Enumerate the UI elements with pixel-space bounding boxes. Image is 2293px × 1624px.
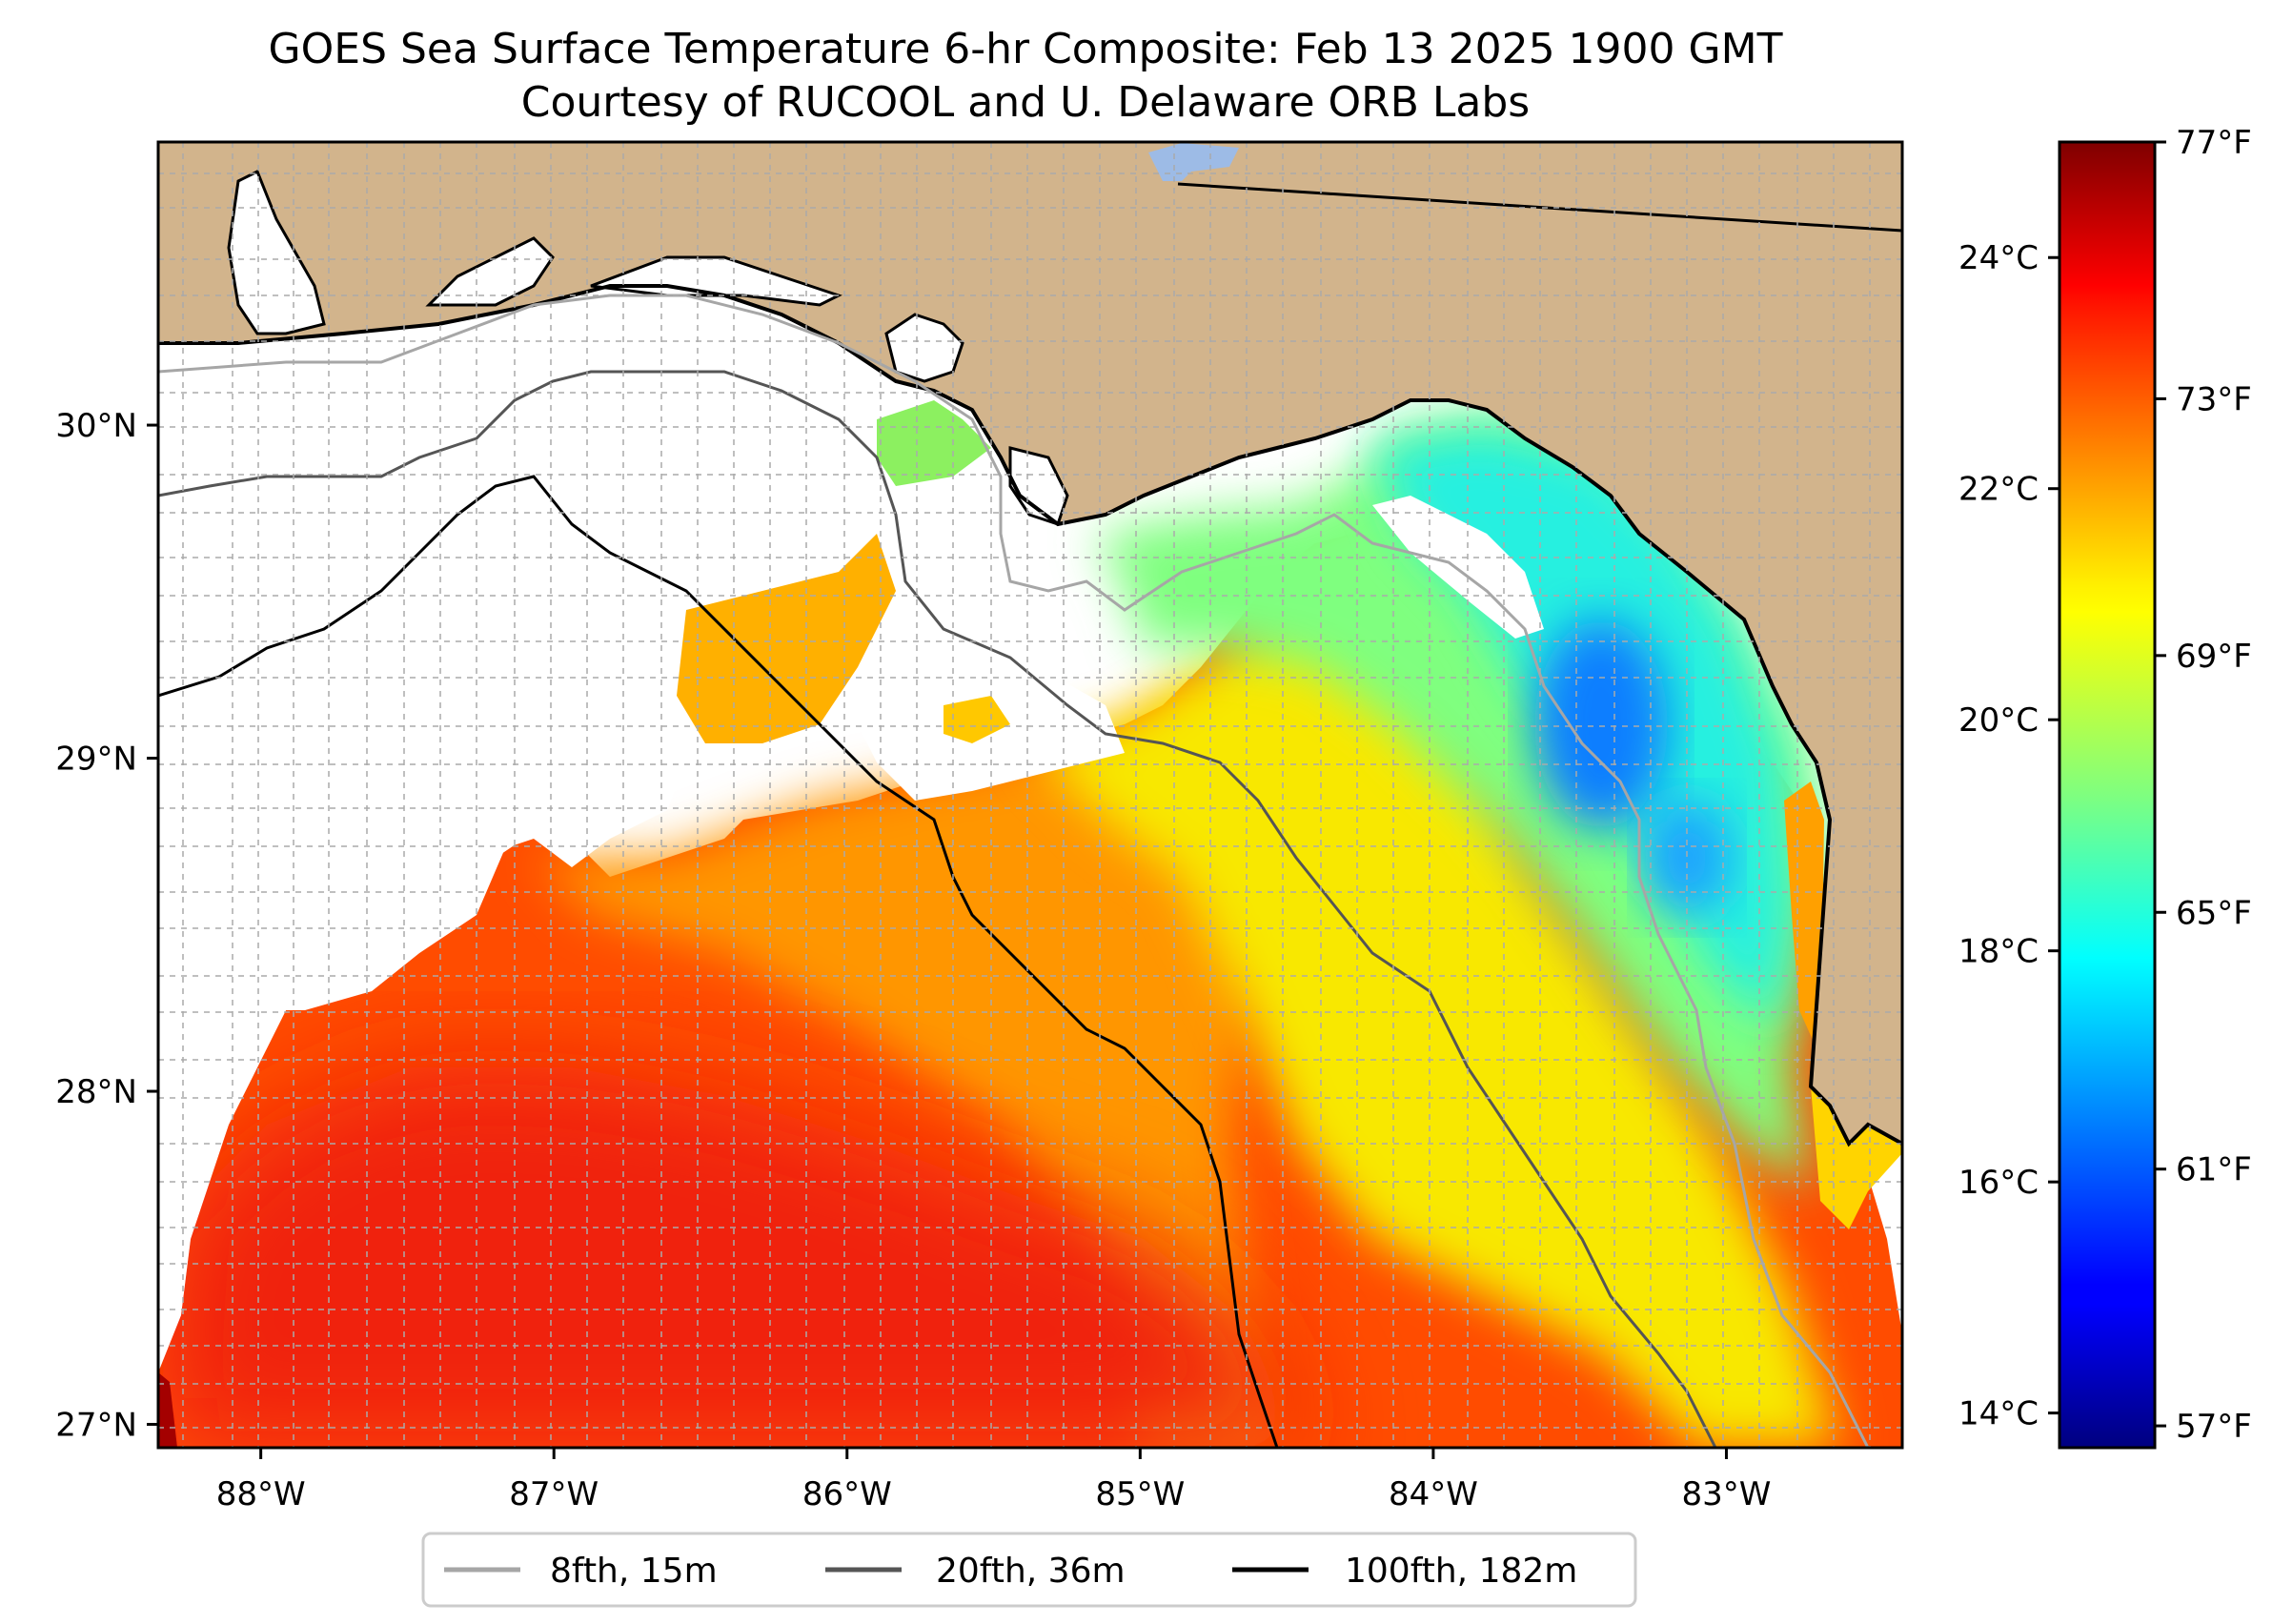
- sst-cool-core-south: [1644, 801, 1730, 915]
- celsius-tick-label: 24°C: [1958, 239, 2039, 277]
- celsius-tick-label: 18°C: [1958, 933, 2039, 971]
- cloud-mask-bigbend: [1372, 496, 1544, 639]
- sst-orange-patch: [677, 534, 896, 743]
- lon-tick-label: 83°W: [1682, 1475, 1772, 1513]
- isobath-20fth: [158, 370, 1717, 1448]
- longitude-axis: 88°W 87°W 86°W 85°W 84°W 83°W: [216, 1448, 1772, 1513]
- lon-tick-label: 86°W: [802, 1475, 892, 1513]
- map-title-line1: GOES Sea Surface Temperature 6-hr Compos…: [269, 25, 1783, 73]
- isobath-100fth: [158, 475, 1279, 1448]
- lon-tick-label: 87°W: [509, 1475, 599, 1513]
- sst-orange-region: [534, 686, 1268, 1448]
- colorbar-celsius-axis: 14°C 16°C 18°C 20°C 22°C 24°C: [1958, 239, 2060, 1433]
- cloud-mask-north: [158, 142, 963, 1372]
- sst-east-coast-band: [1784, 782, 1824, 1048]
- sst-darkred-corner: [158, 1372, 177, 1448]
- pensacola-bay: [425, 236, 555, 307]
- legend-label-20fth: 20fth, 36m: [936, 1552, 1126, 1591]
- isobaths: [158, 294, 1870, 1448]
- map-panel: [158, 142, 1902, 1448]
- fahrenheit-tick-label: 77°F: [2176, 124, 2252, 162]
- fahrenheit-tick-label: 61°F: [2176, 1151, 2252, 1189]
- colorbar-fahrenheit-axis: 57°F 61°F 65°F 69°F 73°F 77°F: [2155, 124, 2252, 1446]
- sst-field: [158, 142, 1902, 1448]
- lon-tick-label: 84°W: [1389, 1475, 1478, 1513]
- fahrenheit-tick-label: 69°F: [2176, 638, 2252, 676]
- celsius-tick-label: 16°C: [1958, 1164, 2039, 1202]
- fahrenheit-tick-label: 57°F: [2176, 1408, 2252, 1446]
- colorbar: 14°C 16°C 18°C 20°C 22°C 24°C 57°F 61°F 65°F 69°…: [1958, 124, 2252, 1450]
- fahrenheit-tick-label: 65°F: [2176, 894, 2252, 932]
- map-title-line2: Courtesy of RUCOOL and U. Delaware ORB L…: [521, 78, 1530, 127]
- legend-box: [421, 1532, 1637, 1608]
- celsius-tick-label: 14°C: [1958, 1395, 2039, 1433]
- sst-green-patch: [877, 400, 991, 486]
- lat-tick-label: 28°N: [55, 1073, 137, 1111]
- mobile-bay: [227, 169, 326, 335]
- lon-tick-label: 88°W: [216, 1475, 306, 1513]
- celsius-tick-label: 20°C: [1958, 701, 2039, 740]
- sst-hot-core: [158, 1067, 1315, 1448]
- fahrenheit-tick-label: 73°F: [2176, 380, 2252, 418]
- lake-seminole: [1148, 143, 1239, 181]
- latitude-axis: 30°N 29°N 28°N 27°N: [55, 407, 158, 1445]
- colorbar-gradient: [2058, 140, 2157, 1450]
- lon-tick-label: 85°W: [1095, 1475, 1185, 1513]
- state-border: [1177, 182, 1902, 233]
- legend-label-8fth: 8fth, 15m: [550, 1552, 718, 1591]
- sst-orange-patch-2: [944, 696, 1010, 743]
- lat-tick-label: 29°N: [55, 741, 137, 779]
- map-frame: [156, 140, 1904, 1450]
- legend-label-100fth: 100fth, 182m: [1345, 1552, 1577, 1591]
- isobath-legend: 8fth, 15m 20fth, 36m 100fth, 182m: [421, 1532, 1637, 1608]
- lat-tick-label: 27°N: [55, 1407, 137, 1445]
- sst-cool-core: [1534, 619, 1668, 829]
- lat-tick-label: 30°N: [55, 407, 137, 445]
- celsius-tick-label: 22°C: [1958, 471, 2039, 509]
- map-gridlines: [158, 142, 1902, 1448]
- coastline: [158, 284, 1902, 1147]
- sst-yellow-region: [1029, 591, 1839, 1448]
- isobath-8fth: [158, 294, 1870, 1448]
